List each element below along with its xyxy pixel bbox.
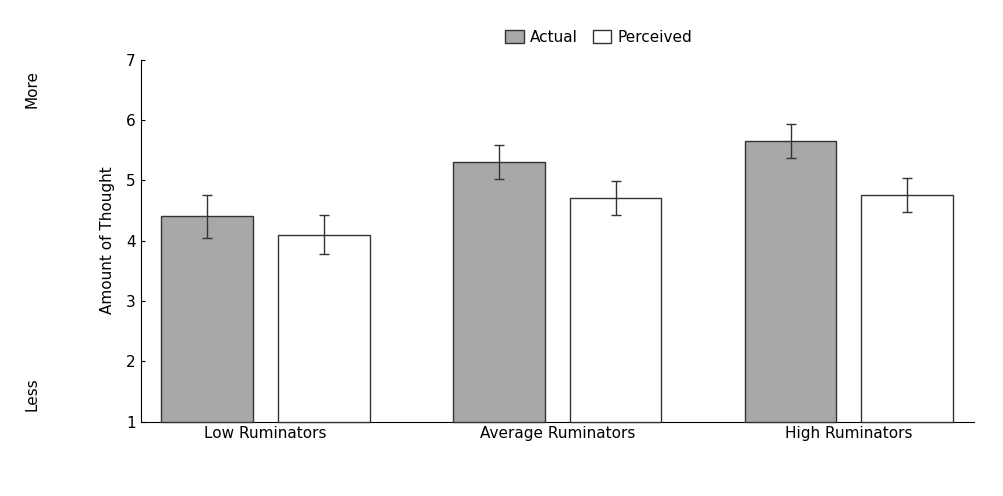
Bar	[569, 198, 661, 422]
Bar	[861, 195, 952, 422]
Bar	[452, 162, 545, 422]
Bar	[278, 235, 369, 422]
Legend: Actual, Perceived: Actual, Perceived	[498, 24, 698, 51]
Bar	[161, 216, 253, 422]
Text: Less: Less	[25, 377, 40, 411]
Text: More: More	[25, 70, 40, 109]
Y-axis label: Amount of Thought: Amount of Thought	[99, 167, 114, 314]
Bar	[744, 141, 835, 422]
